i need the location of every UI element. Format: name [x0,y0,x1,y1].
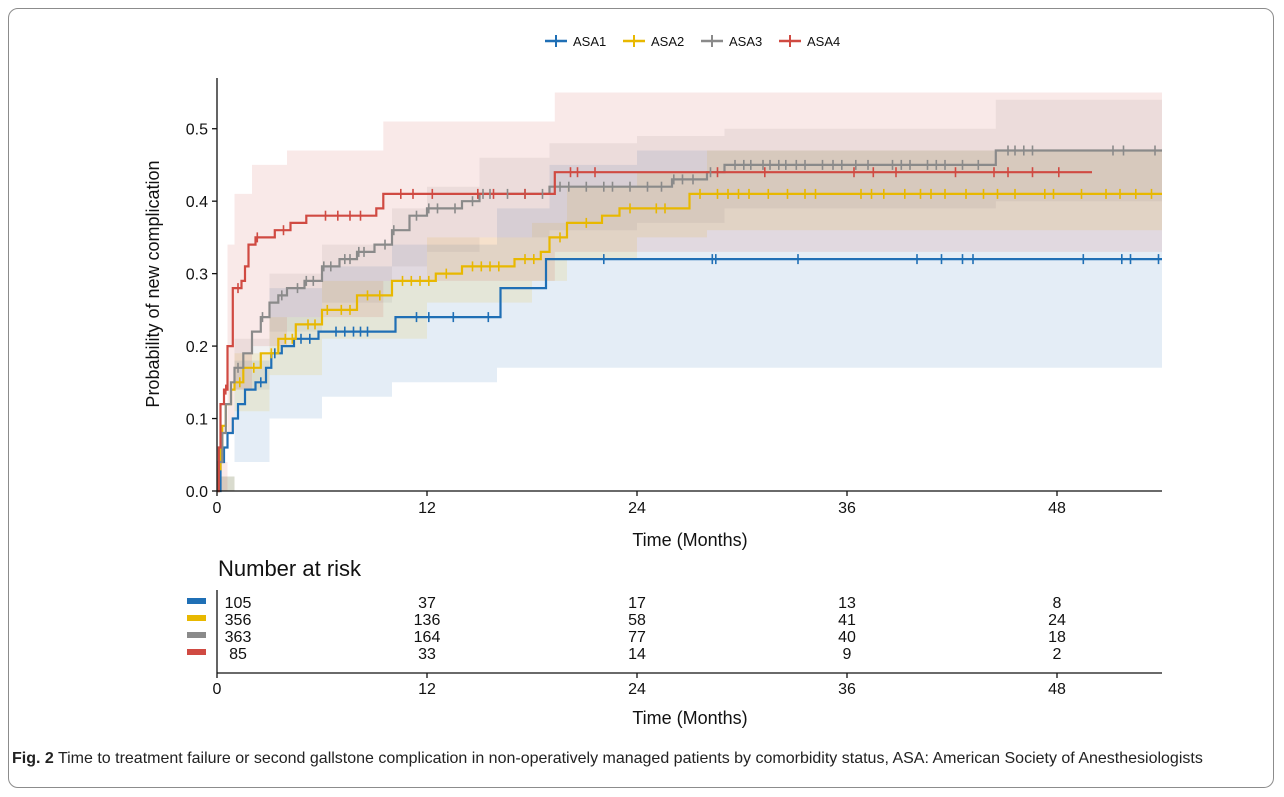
ci-band-asa2 [217,150,1162,491]
risk-cell: 37 [418,595,436,612]
confidence-bands [217,92,1162,491]
y-tick-label: 0.0 [186,484,208,501]
risk-cell: 105 [225,595,252,612]
risk-cell: 24 [1048,612,1066,629]
risk-cell: 164 [414,629,441,646]
risk-table-x-tick-label: 24 [628,681,646,698]
y-axis-label: Probability of new complication [143,160,163,407]
figure-caption: Fig. 2 Time to treatment failure or seco… [12,748,1262,770]
legend-label-asa2: ASA2 [651,34,684,49]
risk-cell: 18 [1048,629,1066,646]
risk-table-x-tick-label: 12 [418,681,436,698]
risk-cell: 41 [838,612,856,629]
figure-frame [8,8,1274,788]
legend-label-asa1: ASA1 [573,34,606,49]
risk-table-x-tick-label: 36 [838,681,856,698]
risk-cell: 136 [414,612,441,629]
x-tick-label: 0 [213,500,222,517]
y-tick-label: 0.5 [186,122,208,139]
risk-row-swatch-asa4 [187,649,206,655]
y-tick-label: 0.4 [186,194,208,211]
y-tick-label: 0.1 [186,412,208,429]
x-tick-label: 48 [1048,500,1066,517]
risk-table-x-tick-label: 48 [1048,681,1066,698]
risk-cell: 17 [628,595,646,612]
risk-table-x-axis-label: Time (Months) [632,708,747,728]
axes: 0.0 0.1 0.2 0.3 0.4 0.5 0 12 24 36 48 [186,78,1162,517]
x-tick-label: 36 [838,500,856,517]
caption-text: Time to treatment failure or second gall… [57,750,1203,767]
y-tick-label: 0.3 [186,267,208,284]
caption-label: Fig. 2 [12,750,54,767]
legend: ASA1 ASA2 ASA3 ASA4 [545,34,840,49]
risk-table-title: Number at risk [218,556,362,581]
risk-cell: 77 [628,629,646,646]
ci-band-asa3 [217,99,1162,491]
risk-cell: 356 [225,612,252,629]
curve-asa4 [217,171,1092,493]
ci-band-asa1 [217,150,1162,491]
risk-cell: 2 [1053,646,1062,663]
risk-cell: 9 [843,646,852,663]
risk-cell: 14 [628,646,646,663]
y-tick-label: 0.2 [186,339,208,356]
km-chart: ASA1 ASA2 ASA3 ASA4 Probability of new comp… [143,34,1162,728]
risk-row-swatch-asa2 [187,615,206,621]
risk-cell: 85 [229,646,247,663]
risk-cell: 8 [1053,595,1062,612]
risk-row-swatch-asa1 [187,598,206,604]
x-tick-label: 24 [628,500,646,517]
risk-cell: 33 [418,646,436,663]
risk-cell: 58 [628,612,646,629]
risk-cell: 363 [225,629,252,646]
legend-label-asa3: ASA3 [729,34,762,49]
censor-marks [225,145,1160,395]
x-tick-label: 12 [418,500,436,517]
risk-cell: 13 [838,595,856,612]
x-axis-label: Time (Months) [632,530,747,550]
legend-label-asa4: ASA4 [807,34,840,49]
risk-table-x-tick-label: 0 [213,681,222,698]
ci-band-asa4 [217,92,1162,491]
curve-asa1 [217,258,1162,493]
risk-cell: 40 [838,629,856,646]
risk-row-swatch-asa3 [187,632,206,638]
risk-table: 105 37 17 13 8 356 136 58 41 24 363 164 77 40 18 85 33 14… [187,590,1162,698]
